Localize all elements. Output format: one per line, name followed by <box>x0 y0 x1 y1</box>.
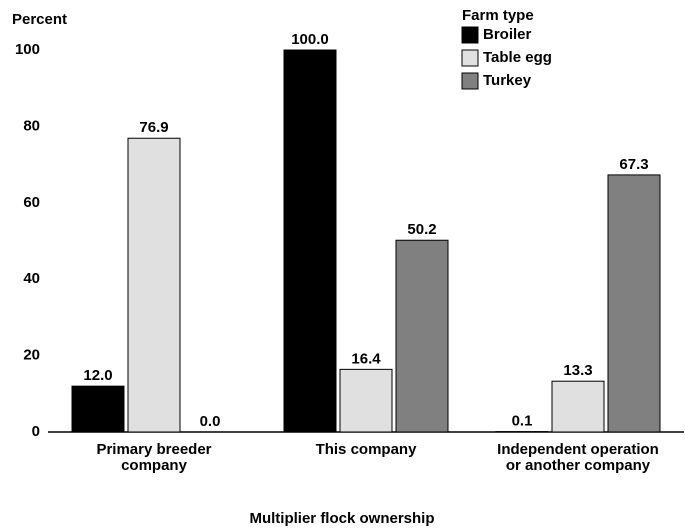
bar <box>551 380 605 433</box>
x-tick-label: This company <box>315 441 417 458</box>
legend-swatch <box>461 49 479 67</box>
value-label: 67.3 <box>619 156 648 173</box>
value-label: 50.2 <box>407 221 436 238</box>
bar <box>607 174 661 433</box>
x-tick-label: Primary breeder company <box>96 441 212 474</box>
legend-title: Farm type <box>462 7 534 24</box>
value-label: 76.9 <box>139 119 168 136</box>
value-label: 100.0 <box>291 31 329 48</box>
y-tick-label: 60 <box>23 194 40 211</box>
bar <box>395 239 449 433</box>
value-label: 16.4 <box>351 350 381 367</box>
bar <box>339 368 393 433</box>
value-label: 0.1 <box>512 413 533 430</box>
bar <box>71 385 125 433</box>
x-axis-label: Multiplier flock ownership <box>249 510 434 527</box>
y-tick-label: 0 <box>32 423 40 440</box>
y-tick-label: 100 <box>15 41 40 58</box>
y-tick-label: 80 <box>23 117 40 134</box>
bar <box>127 137 181 433</box>
value-label: 13.3 <box>563 362 592 379</box>
bar <box>283 49 337 433</box>
y-tick-label: 20 <box>23 347 40 364</box>
legend-label: Broiler <box>483 26 532 43</box>
value-label: 12.0 <box>83 367 112 384</box>
legend-label: Turkey <box>483 72 532 89</box>
x-tick-label: Independent operation or another company <box>497 441 659 474</box>
y-tick-label: 40 <box>23 270 40 287</box>
y-axis-label: Percent <box>12 11 67 28</box>
value-label: 0.0 <box>200 413 221 430</box>
legend-swatch <box>461 72 479 90</box>
legend-swatch <box>461 26 479 44</box>
legend-label: Table egg <box>483 49 552 66</box>
